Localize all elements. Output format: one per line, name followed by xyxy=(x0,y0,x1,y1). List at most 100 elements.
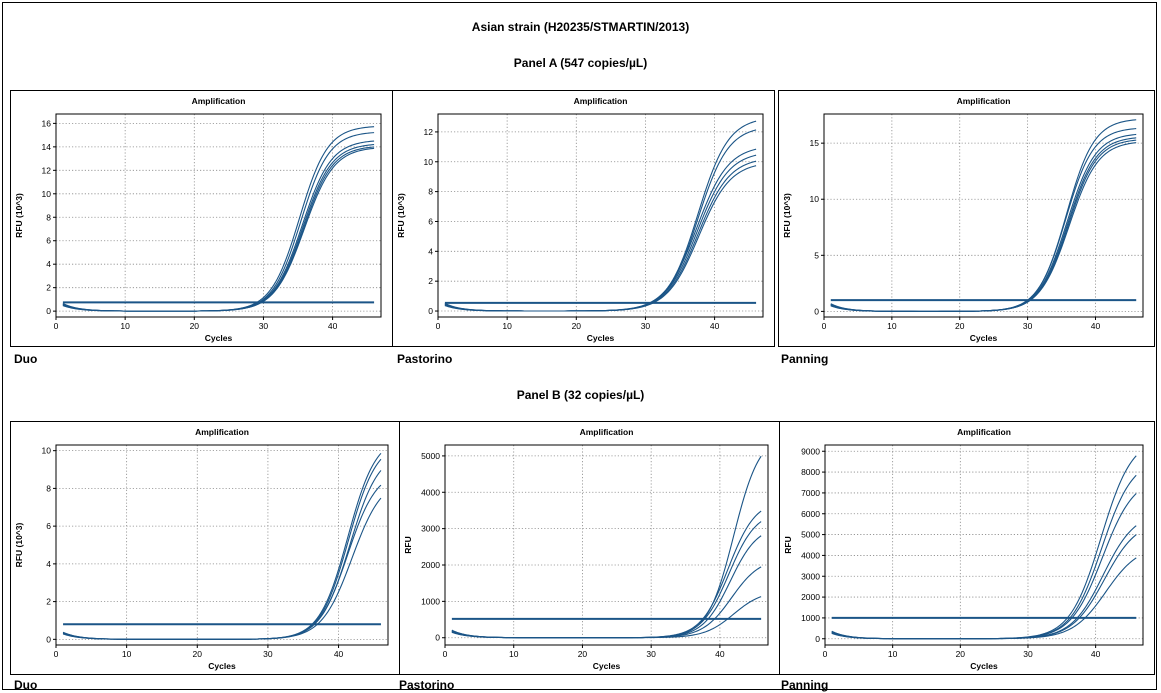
y-tick-label: 7000 xyxy=(801,488,820,498)
curves-group xyxy=(444,120,757,312)
y-tick-label: 12 xyxy=(424,127,434,137)
amplification-curve xyxy=(444,165,757,312)
plot-area xyxy=(444,444,769,646)
chart-title: Amplification xyxy=(957,96,1011,106)
y-tick-label: 2000 xyxy=(421,560,440,570)
chart-panel-b-pastorino: Amplification 0 10 20 30 40 0 1000 2000 3000 4000 5… xyxy=(399,421,780,675)
y-tick-label: 6000 xyxy=(801,509,820,519)
x-tick-label: 20 xyxy=(956,649,966,659)
amplification-curve xyxy=(831,557,1137,640)
assay-label-duo-b: Duo xyxy=(14,678,38,692)
y-tick-label: 6 xyxy=(46,236,51,246)
x-tick-label: 0 xyxy=(54,321,59,331)
y-tick-label: 10 xyxy=(424,157,434,167)
x-tick-label: 30 xyxy=(259,321,269,331)
y-tick-label: 5 xyxy=(814,250,819,260)
chart-border xyxy=(392,90,775,347)
x-tick-label: 20 xyxy=(193,649,203,659)
plot-area xyxy=(824,444,1144,646)
chart-border xyxy=(779,421,1155,675)
y-tick-label: 0 xyxy=(46,306,51,316)
y-tick-label: 5000 xyxy=(801,530,820,540)
chart-panel-a-panning: Amplification 0 10 20 30 40 0 5 10 15 Cycles RFU (1… xyxy=(778,90,1155,347)
panel-b-title: Panel B (32 copies/µL) xyxy=(516,388,645,402)
amplification-curve xyxy=(451,596,762,639)
y-tick-label: 0 xyxy=(435,633,440,643)
y-tick-label: 6 xyxy=(46,521,51,531)
chart-title: Amplification xyxy=(957,427,1011,437)
amplification-curve xyxy=(62,147,375,312)
x-axis-label: Cycles xyxy=(593,661,621,671)
x-tick-label: 30 xyxy=(1023,321,1033,331)
y-tick-label: 2 xyxy=(46,283,51,293)
y-tick-label: 5000 xyxy=(421,451,440,461)
x-axis-label: Cycles xyxy=(970,333,998,343)
x-tick-label: 10 xyxy=(888,649,898,659)
y-tick-label: 14 xyxy=(42,142,52,152)
chart-panel-a-pastorino: Amplification 0 10 20 30 40 0 2 4 6 8 10 12 Cycles RFU… xyxy=(392,90,775,347)
chart-panel-b-duo: Amplification 0 10 20 30 40 0 2 4 6 8 10 Cycles RFU (… xyxy=(10,421,400,675)
chart-panel-b-panning: Amplification 0 10 20 30 40 0 1000 2000 3000 4000 5… xyxy=(779,421,1155,675)
x-tick-label: 10 xyxy=(122,649,132,659)
y-tick-label: 16 xyxy=(42,118,52,128)
y-tick-label: 0 xyxy=(814,306,819,316)
y-tick-label: 0 xyxy=(428,306,433,316)
curves-group xyxy=(830,119,1137,312)
x-tick-label: 40 xyxy=(710,321,720,331)
plot-area xyxy=(437,113,764,318)
chart-title: Amplification xyxy=(195,427,249,437)
y-tick-label: 4000 xyxy=(801,550,820,560)
assay-label-pastorino-b: Pastorino xyxy=(399,678,455,692)
x-axis-label: Cycles xyxy=(208,661,236,671)
x-tick-label: 20 xyxy=(572,321,582,331)
y-tick-label: 15 xyxy=(810,138,820,148)
y-tick-label: 3000 xyxy=(801,571,820,581)
x-tick-label: 20 xyxy=(578,649,588,659)
y-tick-label: 4 xyxy=(428,246,433,256)
chart-border xyxy=(778,90,1155,347)
x-tick-label: 40 xyxy=(1091,321,1101,331)
chart-border xyxy=(10,90,393,347)
x-axis-label: Cycles xyxy=(205,333,233,343)
x-tick-label: 10 xyxy=(120,321,130,331)
figure-title: Asian strain (H20235/STMARTIN/2013) xyxy=(471,20,690,34)
y-tick-label: 10 xyxy=(42,446,52,456)
chart-title: Amplification xyxy=(580,427,634,437)
y-tick-label: 2000 xyxy=(801,592,820,602)
y-tick-label: 8 xyxy=(46,483,51,493)
x-tick-label: 0 xyxy=(443,649,448,659)
assay-label-panning-a: Panning xyxy=(781,352,829,366)
chart-panel-a-duo: Amplification 0 10 20 30 40 0 2 4 6 8 10 12 14 16 Cycle… xyxy=(10,90,393,347)
curves-group xyxy=(62,452,382,640)
y-tick-label: 0 xyxy=(815,634,820,644)
x-tick-label: 10 xyxy=(502,321,512,331)
x-tick-label: 30 xyxy=(263,649,273,659)
y-tick-label: 8 xyxy=(46,212,51,222)
x-tick-label: 10 xyxy=(887,321,897,331)
plot-area xyxy=(55,113,382,318)
x-tick-label: 0 xyxy=(822,321,827,331)
y-tick-label: 10 xyxy=(42,189,52,199)
y-axis-label: RFU (10^3) xyxy=(782,193,792,238)
y-tick-label: 4 xyxy=(46,559,51,569)
x-tick-label: 30 xyxy=(1023,649,1033,659)
assay-label-pastorino-a: Pastorino xyxy=(397,352,453,366)
amplification-curve xyxy=(830,142,1137,312)
y-axis-label: RFU (10^3) xyxy=(14,523,24,568)
y-tick-label: 8 xyxy=(428,187,433,197)
y-tick-label: 4000 xyxy=(421,487,440,497)
y-axis-label: RFU (10^3) xyxy=(14,193,24,238)
y-axis-label: RFU xyxy=(783,536,793,553)
x-tick-label: 40 xyxy=(334,649,344,659)
x-axis-label: Cycles xyxy=(587,333,615,343)
chart-title: Amplification xyxy=(192,96,246,106)
curves-group xyxy=(451,455,762,639)
x-tick-label: 20 xyxy=(190,321,200,331)
y-axis-label: RFU xyxy=(403,536,413,553)
y-tick-label: 2 xyxy=(46,597,51,607)
curves-group xyxy=(831,455,1137,640)
y-tick-label: 3000 xyxy=(421,524,440,534)
y-tick-label: 6 xyxy=(428,216,433,226)
x-tick-label: 30 xyxy=(646,649,656,659)
y-tick-label: 8000 xyxy=(801,467,820,477)
